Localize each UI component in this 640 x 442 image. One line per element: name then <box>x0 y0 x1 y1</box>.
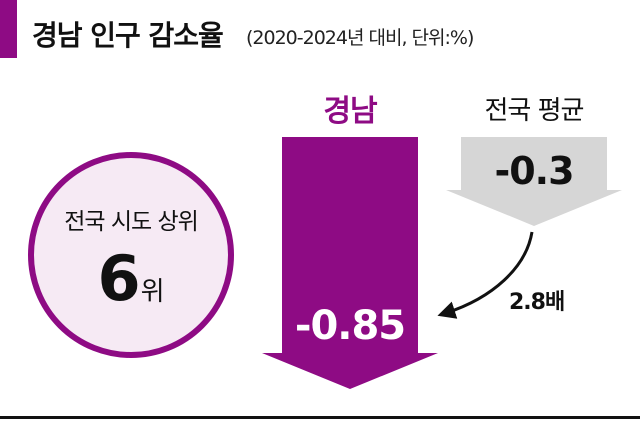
bottom-rule <box>0 416 640 419</box>
value-label-0: -0.85 <box>295 303 405 349</box>
rank-badge: 전국 시도 상위 6위 <box>28 152 234 358</box>
ratio-label: 2.8배 <box>509 290 565 315</box>
rank-number: 6 <box>97 242 140 315</box>
value-label-1: -0.3 <box>494 149 573 193</box>
bar-arrow-1 <box>446 137 622 226</box>
bar-group <box>262 137 622 389</box>
rank-label: 전국 시도 상위 <box>64 209 199 235</box>
title-accent-bar <box>0 0 17 58</box>
chart-title: 경남 인구 감소율 <box>32 19 224 52</box>
category-label-national: 전국 평균 <box>484 96 585 126</box>
rank-unit: 위 <box>140 277 165 307</box>
comparison-arrow <box>437 231 534 319</box>
rank-value: 6위 <box>34 242 228 315</box>
category-label-gyeongnam: 경남 <box>323 94 377 129</box>
chart-subtitle: (2020-2024년 대비, 단위:%) <box>246 27 474 49</box>
bar-arrow-0 <box>262 137 438 389</box>
value-label-group: -0.85 -0.3 <box>295 149 575 349</box>
